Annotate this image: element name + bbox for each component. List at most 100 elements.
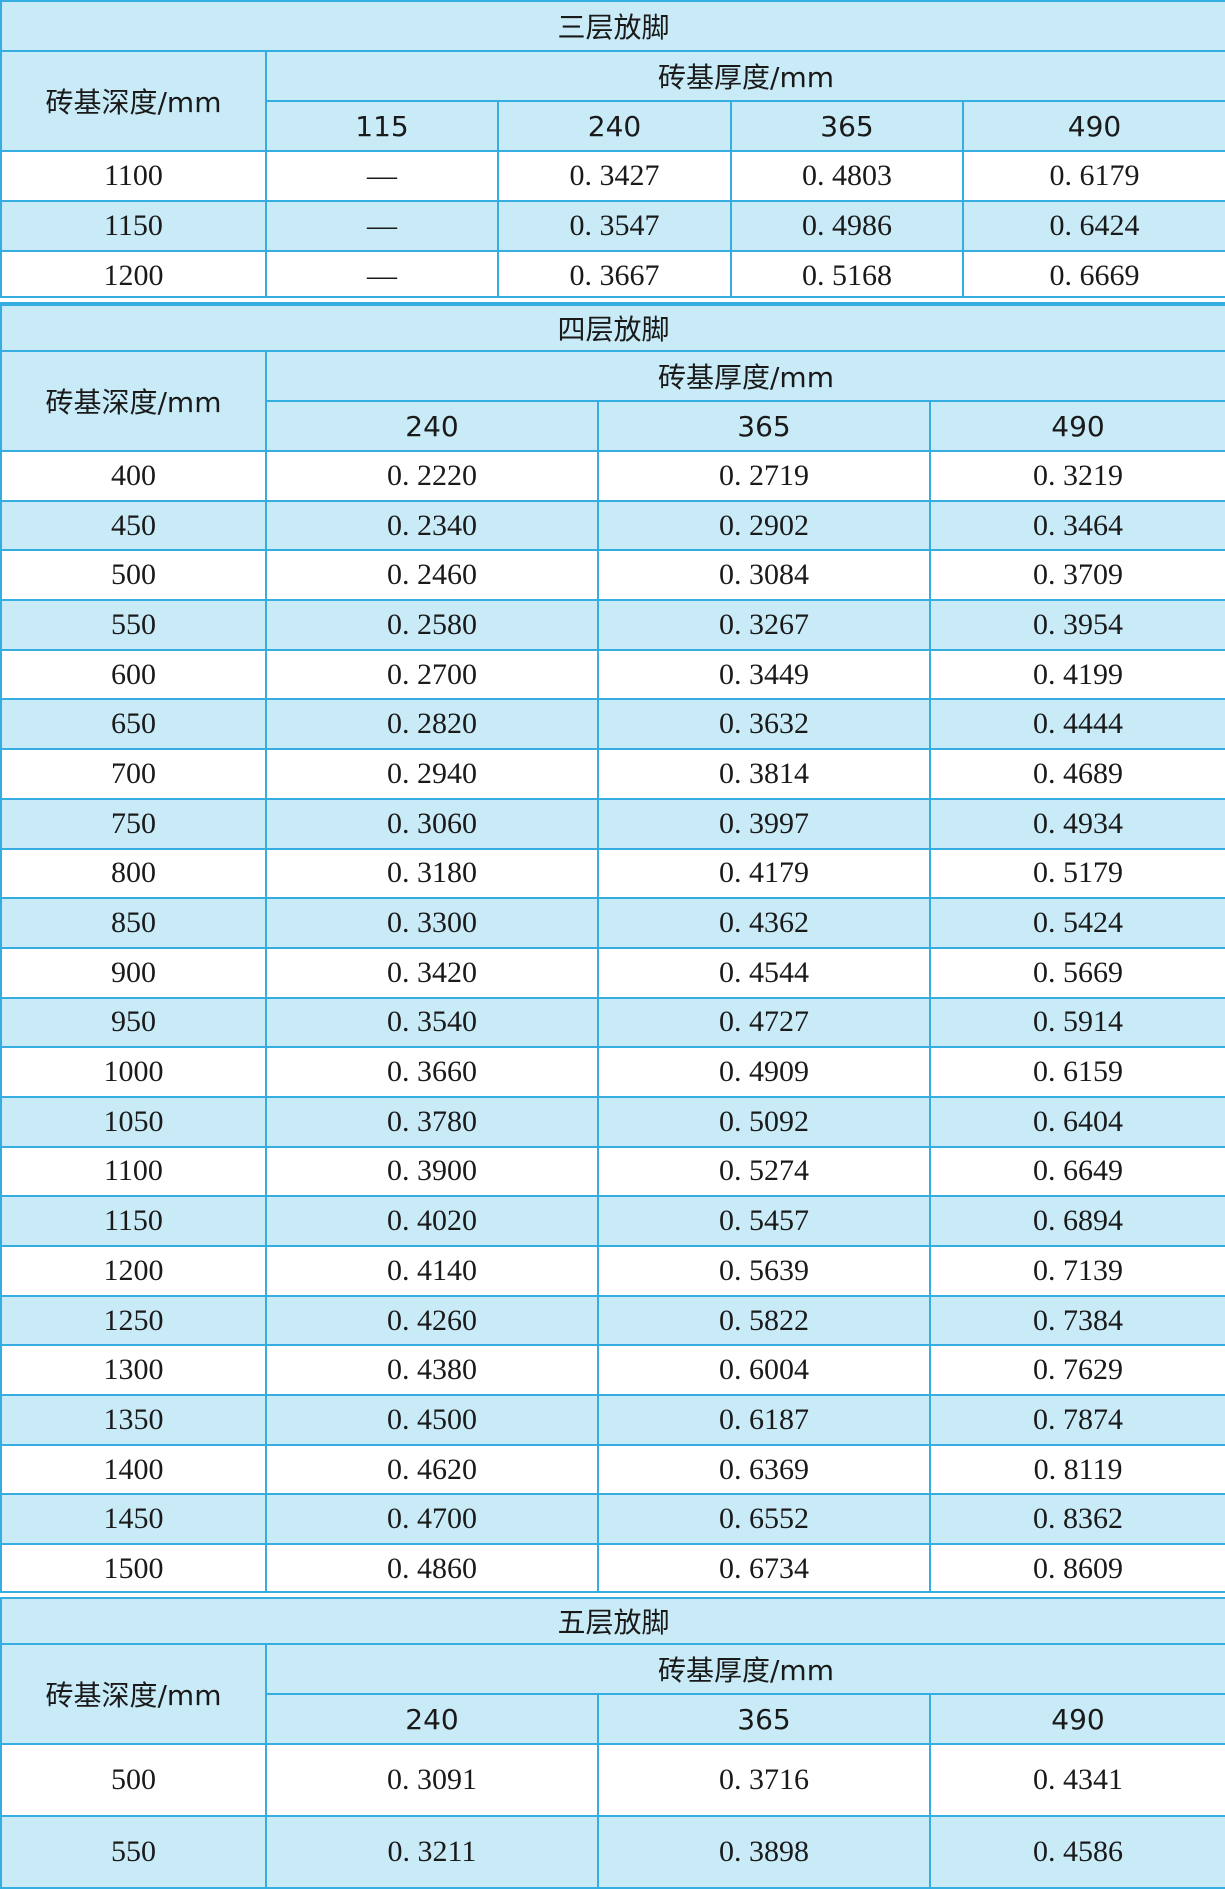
value-cell: 0. 3898	[597, 1815, 931, 1889]
table-row: 500 0. 3091 0. 3716 0. 4341	[0, 1743, 1225, 1817]
depth-cell: 1300	[0, 1344, 267, 1397]
value-cell: 0. 3464	[928, 499, 1225, 552]
value-cell: 0. 4179	[597, 847, 931, 900]
value-cell: 0. 5274	[597, 1145, 931, 1198]
value-cell: 0. 4934	[928, 797, 1225, 850]
value-cell: 0. 4362	[597, 897, 931, 949]
value-cell: 0. 3780	[265, 1095, 599, 1148]
value-cell: 0. 2902	[597, 499, 931, 552]
column-header: 365	[597, 1693, 931, 1745]
column-header: 240	[497, 100, 732, 152]
depth-cell: 800	[0, 847, 267, 900]
value-cell: 0. 6369	[597, 1443, 931, 1496]
value-cell: 0. 3300	[265, 897, 599, 949]
value-cell: 0. 5822	[597, 1294, 931, 1347]
value-cell: 0. 4444	[928, 698, 1225, 751]
table-row: 1150 0. 4020 0. 5457 0. 6894	[0, 1195, 1225, 1247]
value-cell: 0. 7629	[928, 1344, 1225, 1397]
table-row: 500 0. 2460 0. 3084 0. 3709	[0, 549, 1225, 602]
depth-cell: 450	[0, 499, 267, 552]
value-cell: 0. 5424	[928, 897, 1225, 949]
value-cell: 0. 6734	[597, 1543, 931, 1595]
value-cell: 0. 2940	[265, 748, 599, 800]
value-cell: 0. 3211	[265, 1815, 599, 1889]
value-cell: 0. 5168	[730, 250, 964, 302]
value-cell: 0. 4140	[265, 1245, 599, 1297]
table-row: 1200—0. 3667 0. 5168 0. 6669	[0, 250, 1225, 302]
depth-cell: 500	[0, 1743, 267, 1817]
value-cell: 0. 3667	[497, 250, 732, 302]
value-cell: 0. 4700	[265, 1493, 599, 1546]
value-cell: 0. 5092	[597, 1095, 931, 1148]
table-section: 三层放脚 砖基深度/mm 砖基厚度/mm 115 240 365 490 1100—0. 34…	[0, 0, 1225, 302]
value-cell: 0. 3632	[597, 698, 931, 751]
value-cell: 0. 5639	[597, 1245, 931, 1297]
value-cell: 0. 2340	[265, 499, 599, 552]
section-title: 三层放脚	[0, 0, 1225, 52]
column-header: 365	[730, 100, 964, 152]
column-group-header: 砖基厚度/mm	[264, 1643, 1225, 1695]
value-cell: 0. 3954	[928, 599, 1225, 651]
value-cell: 0. 5669	[928, 946, 1225, 999]
row-header: 砖基深度/mm	[0, 1643, 267, 1745]
depth-cell: 750	[0, 797, 267, 850]
value-cell: 0. 6552	[597, 1493, 931, 1546]
value-cell: 0. 6649	[928, 1145, 1225, 1198]
table-row: 1500 0. 4860 0. 6734 0. 8609	[0, 1543, 1225, 1595]
table-section: 四层放脚 砖基深度/mm 砖基厚度/mm 240 365 490 400 0. 2220 0. …	[0, 304, 1225, 1595]
value-cell: 0. 4620	[265, 1443, 599, 1496]
table-row: 1050 0. 3780 0. 5092 0. 6404	[0, 1095, 1225, 1148]
value-cell: 0. 4986	[730, 200, 964, 252]
depth-cell: 1450	[0, 1493, 267, 1546]
value-cell: 0. 3060	[265, 797, 599, 850]
table-row: 1100 0. 3900 0. 5274 0. 6649	[0, 1145, 1225, 1198]
depth-cell: 600	[0, 648, 267, 701]
value-cell: 0. 3900	[265, 1145, 599, 1198]
value-cell: 0. 3084	[597, 549, 931, 602]
table-row: 800 0. 3180 0. 4179 0. 5179	[0, 847, 1225, 900]
column-header: 490	[928, 400, 1225, 452]
table-row: 600 0. 2700 0. 3449 0. 4199	[0, 648, 1225, 701]
value-cell: 0. 3267	[597, 599, 931, 651]
depth-cell: 1400	[0, 1443, 267, 1496]
value-cell: 0. 2820	[265, 698, 599, 751]
value-cell: 0. 5457	[597, 1195, 931, 1247]
depth-cell: 900	[0, 946, 267, 999]
section-title: 五层放脚	[0, 1597, 1225, 1645]
table-row: 700 0. 2940 0. 3814 0. 4689	[0, 748, 1225, 800]
data-table: 四层放脚 砖基深度/mm 砖基厚度/mm 240 365 490 400 0. 2220 0. …	[0, 304, 1225, 1595]
value-cell: 0. 4199	[928, 648, 1225, 701]
value-cell: 0. 3814	[597, 748, 931, 800]
depth-cell: 850	[0, 897, 267, 949]
value-cell: 0. 6894	[928, 1195, 1225, 1247]
value-cell: 0. 3219	[928, 450, 1225, 502]
depth-cell: 1000	[0, 1046, 267, 1098]
depth-cell: 1100	[0, 1145, 267, 1198]
column-header: 365	[597, 400, 931, 452]
depth-cell: 650	[0, 698, 267, 751]
depth-cell: 500	[0, 549, 267, 602]
value-cell: 0. 6004	[597, 1344, 931, 1397]
table-row: 450 0. 2340 0. 2902 0. 3464	[0, 499, 1225, 552]
value-cell: 0. 8609	[928, 1543, 1225, 1595]
row-header: 砖基深度/mm	[0, 350, 267, 452]
value-cell: 0. 6187	[597, 1394, 931, 1446]
column-header: 115	[265, 100, 499, 152]
value-cell: 0. 3716	[597, 1743, 931, 1817]
depth-cell: 950	[0, 996, 267, 1049]
value-cell: 0. 3540	[265, 996, 599, 1049]
table-row: 1450 0. 4700 0. 6552 0. 8362	[0, 1493, 1225, 1546]
value-cell: 0. 4860	[265, 1543, 599, 1595]
value-cell: 0. 3420	[265, 946, 599, 999]
value-cell: 0. 2580	[265, 599, 599, 651]
value-cell: 0. 3449	[597, 648, 931, 701]
depth-cell: 1150	[0, 1195, 267, 1247]
value-cell: 0. 4020	[265, 1195, 599, 1247]
value-cell: 0. 4500	[265, 1394, 599, 1446]
table-row: 1300 0. 4380 0. 6004 0. 7629	[0, 1344, 1225, 1397]
value-cell: 0. 3660	[265, 1046, 599, 1098]
column-group-header: 砖基厚度/mm	[264, 350, 1225, 402]
table-row: 1350 0. 4500 0. 6187 0. 7874	[0, 1394, 1225, 1446]
depth-cell: 1150	[0, 200, 267, 252]
depth-cell: 1200	[0, 1245, 267, 1297]
